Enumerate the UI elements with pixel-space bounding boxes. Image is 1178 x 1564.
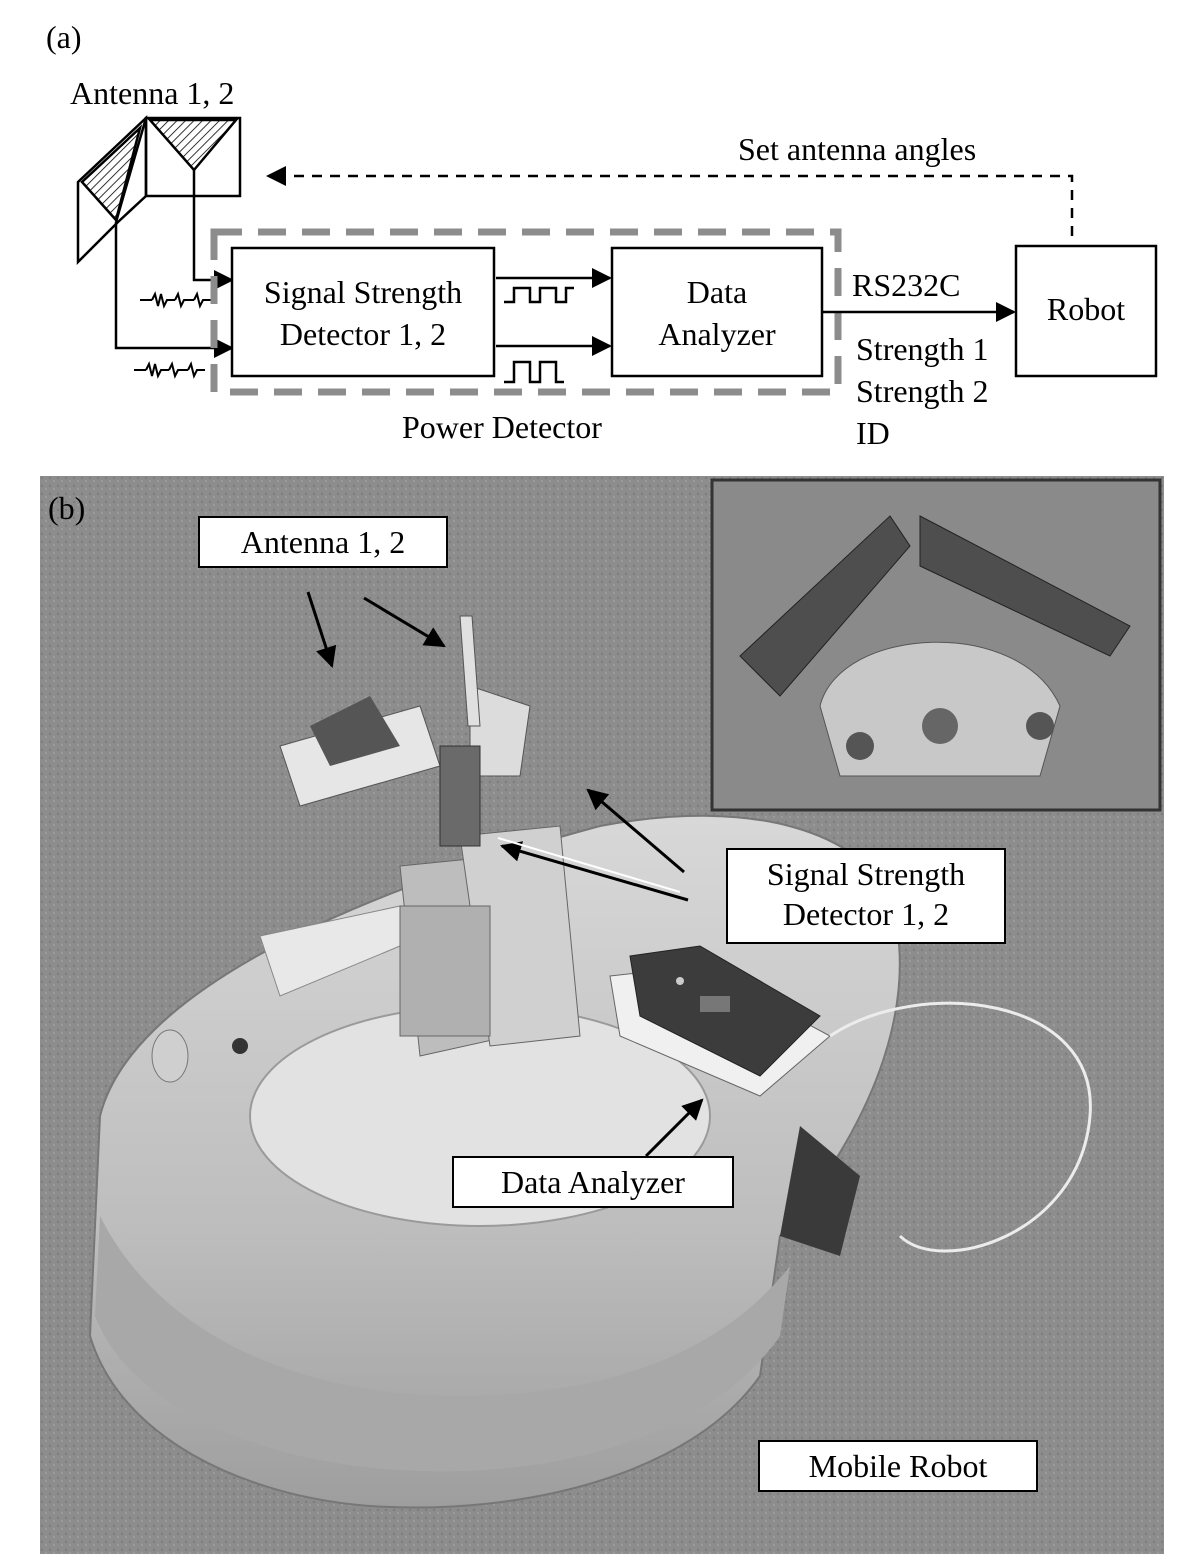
feedback-label: Set antenna angles [738, 131, 976, 167]
block-diagram: (a) Antenna 1, 2 Power Detector Signal S… [46, 19, 1158, 451]
link-payload-1: Strength 1 [856, 331, 988, 367]
ssd-label-line2: Detector 1, 2 [280, 316, 446, 352]
antenna-turret [279, 615, 581, 1057]
callout-arrows [306, 591, 704, 1158]
ssd-label-line1: Signal Strength [264, 274, 462, 310]
panel-b-label: (b) [48, 490, 86, 526]
resistor-icon [134, 291, 211, 379]
antenna-label: Antenna 1, 2 [70, 75, 234, 111]
ssd-callout-line2: Detector 1, 2 [782, 896, 950, 932]
cable [829, 1001, 1092, 1253]
mobile-robot-callout: Mobile Robot [758, 1440, 1038, 1492]
antenna-callout: Antenna 1, 2 [198, 516, 448, 568]
power-detector-border [210, 228, 842, 396]
data-analyzer-board [609, 945, 831, 1097]
antenna-closeup-inset [710, 478, 1162, 812]
ssd-to-analyzer-arrows [496, 268, 612, 356]
ssd-callout: Signal Strength Detector 1, 2 [726, 848, 1006, 944]
link-payload-2: Strength 2 [856, 373, 988, 409]
link-payload-3: ID [856, 415, 890, 451]
link-label: RS232C [852, 267, 960, 303]
panel-a-label: (a) [46, 19, 82, 55]
antenna-feeds [114, 196, 234, 358]
analyzer-callout: Data Analyzer [452, 1156, 734, 1208]
robot-box [1014, 244, 1158, 378]
feedback-arrow [266, 166, 1074, 236]
analyzer-label-line2: Analyzer [658, 316, 776, 352]
ssd-callout-line1: Signal Strength [766, 856, 966, 892]
robot-photo-illustration [40, 476, 1164, 1554]
antenna-icon [76, 115, 242, 266]
analyzer-label-line1: Data [687, 274, 747, 310]
robot-label: Robot [1047, 291, 1125, 327]
power-detector-label: Power Detector [402, 409, 602, 445]
robot-photo: (b) Antenna 1, 2 Signal Strength Detecto… [40, 476, 1164, 1554]
analyzer-box [610, 246, 824, 378]
ssd-box [230, 246, 496, 378]
pulse-signals [504, 286, 574, 384]
